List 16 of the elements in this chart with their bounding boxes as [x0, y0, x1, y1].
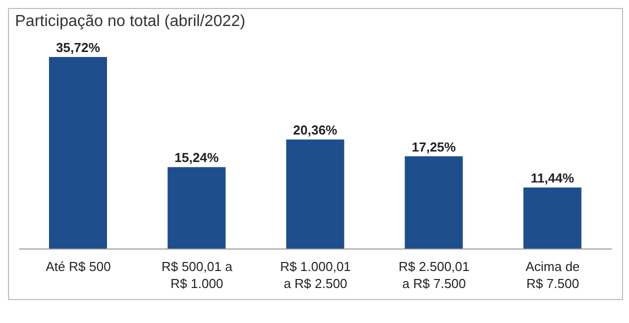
bar — [286, 140, 344, 249]
x-tick-label: R$ 500,01 a R$ 1.000 — [161, 259, 234, 291]
x-tick-label: Até R$ 500 — [46, 259, 111, 274]
x-tick-label: R$ 1.000,01 a R$ 2.500 — [280, 259, 351, 291]
data-label: 15,24% — [174, 150, 220, 166]
bar — [168, 167, 226, 249]
data-label: 20,36% — [293, 122, 338, 138]
x-tick-label: R$ 2.500,01 a R$ 7.500 — [398, 259, 470, 291]
x-tick-label: Acima de R$ 7.500 — [526, 259, 580, 291]
bar — [523, 188, 582, 249]
data-label: 35,72% — [56, 40, 100, 55]
data-label: 11,44% — [530, 170, 575, 186]
bar — [404, 156, 463, 249]
bar — [49, 57, 107, 249]
chart-title: Participação no total (abril/2022) — [15, 13, 246, 31]
data-label: 17,25% — [412, 139, 456, 154]
